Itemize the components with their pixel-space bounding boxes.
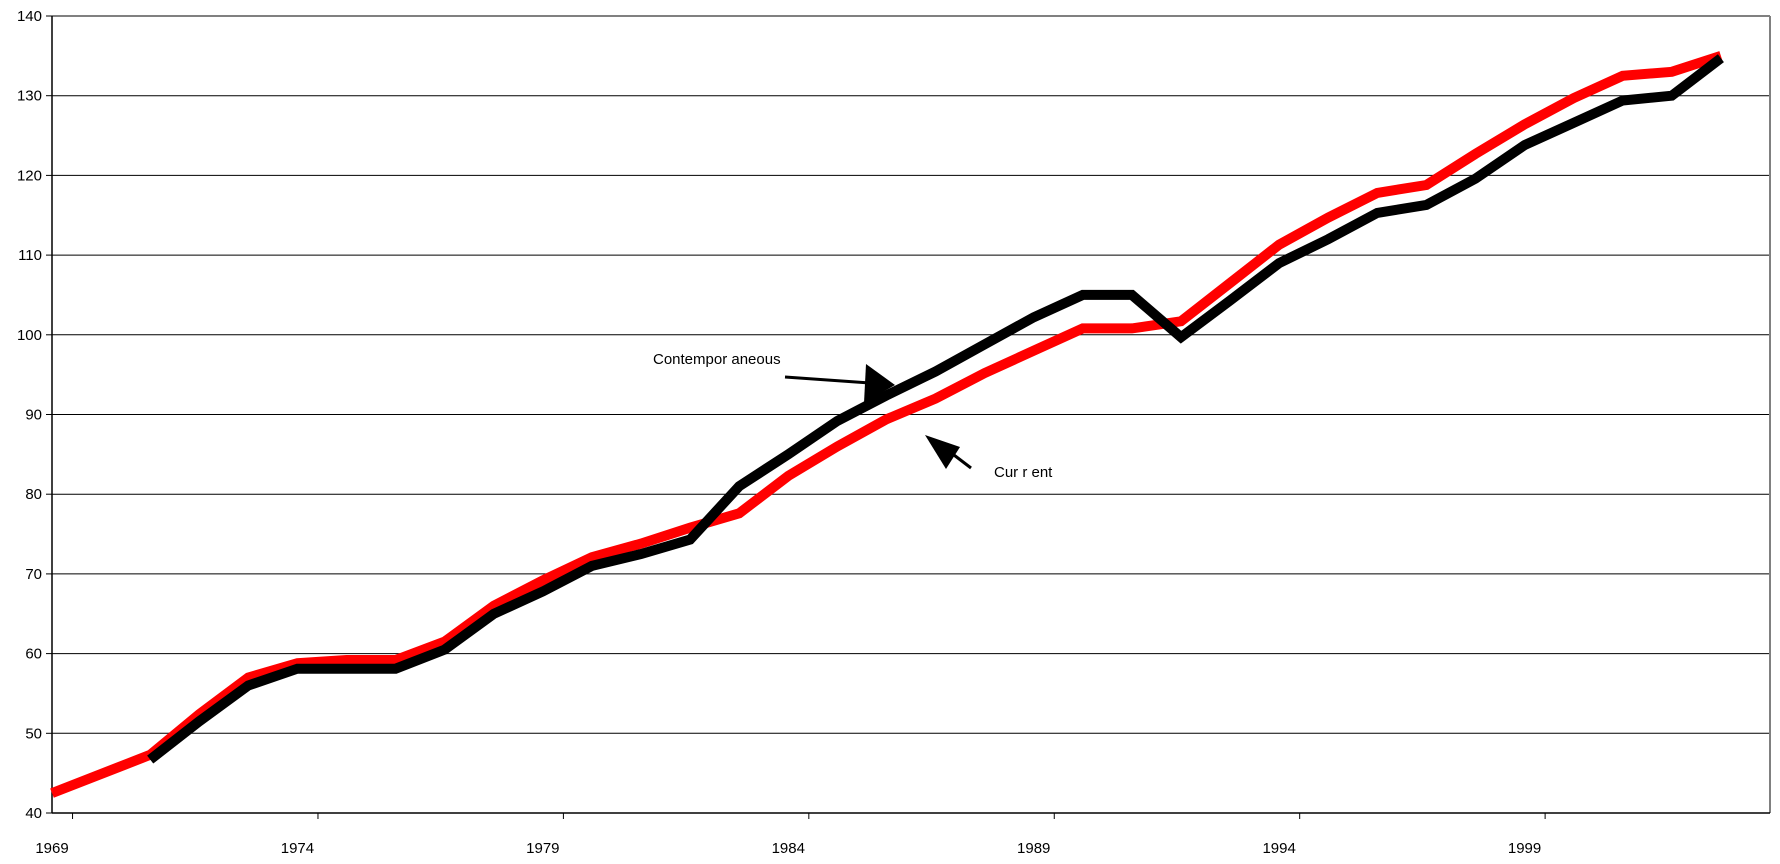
y-tick-label: 140	[17, 8, 42, 25]
series-line-contemporaneous	[147, 54, 1724, 764]
x-tick-label: 1969	[35, 840, 68, 857]
y-tick-label: 70	[25, 566, 42, 583]
y-tick-label: 40	[25, 805, 42, 822]
annotation-contemporaneous-arrowhead	[864, 364, 895, 403]
y-tick-label: 110	[18, 247, 42, 264]
axes	[46, 15, 1771, 819]
y-tick-label: 50	[25, 725, 42, 742]
y-tick-label: 60	[25, 646, 42, 663]
y-tick-label: 120	[17, 167, 42, 184]
annotation-contemporaneous-label: Contempor aneous	[653, 351, 781, 368]
y-tick-label: 130	[17, 88, 42, 105]
y-tick-label: 90	[25, 407, 42, 424]
annotation-current-label: Cur r ent	[994, 464, 1053, 481]
x-tick-label: 1999	[1508, 840, 1541, 857]
series-line-current	[50, 51, 1723, 798]
annotation-contemporaneous-arrow-shaft	[784, 375, 871, 385]
x-tick-label: 1989	[1017, 840, 1050, 857]
x-tick-label: 1974	[281, 840, 314, 857]
x-axis-tick-labels: 1969 1974 1979 1984 1989 1994 1999	[35, 840, 1541, 857]
series-lines	[50, 51, 1724, 798]
annotations: Contempor aneous Cur r ent	[653, 351, 1053, 481]
annotation-current-arrowhead	[925, 435, 960, 469]
y-tick-label: 80	[25, 486, 42, 503]
y-axis-tick-labels: 40 50 60 70 80 90 100 110 120 130 140	[17, 8, 42, 822]
x-tick-label: 1984	[772, 840, 805, 857]
x-tick-label: 1979	[526, 840, 559, 857]
y-tick-label: 100	[17, 327, 42, 344]
x-tick-label: 1994	[1262, 840, 1295, 857]
